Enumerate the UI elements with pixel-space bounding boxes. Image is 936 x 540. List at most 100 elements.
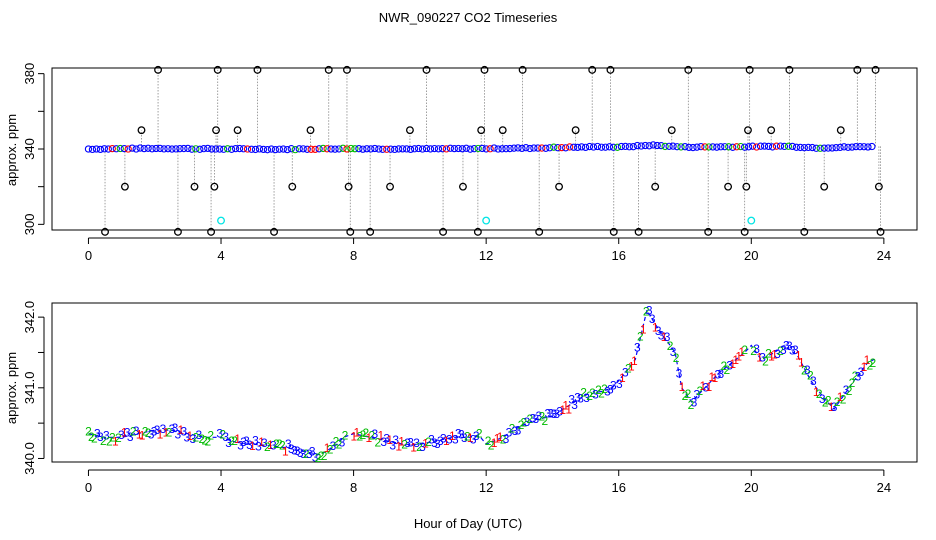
bottom-point-label: 1 [157,427,164,441]
top-measurement-point [629,143,637,151]
bottom-point-label: 1 [187,429,194,443]
top-measurement-point [717,143,725,151]
bottom-point-label: 1 [559,403,566,417]
top-measurement-point [371,144,379,153]
top-measurement-point [450,144,458,153]
bottom-point-label: 2 [219,428,226,442]
top-measurement-point [812,144,820,152]
top-reference-point [213,65,222,74]
bottom-point-label: 2 [273,437,280,451]
bottom-point-label: 3 [309,445,316,459]
top-measurement-point [398,145,407,153]
bottom-point-label: 2 [327,443,334,457]
bottom-point-label: 2 [100,434,107,448]
bottom-point-label: 1 [562,399,569,413]
top-measurement-point [669,142,677,150]
top-reference-point [853,65,862,74]
bottom-point-label: 3 [431,436,438,450]
bottom-point-label: 3 [664,330,671,344]
top-measurement-point [685,143,693,152]
bottom-point-label: 3 [670,345,677,359]
top-measurement-point [418,145,427,153]
top-measurement-point [224,145,232,153]
bottom-point-label: 1 [652,321,659,335]
bottom-point-label: 3 [831,400,838,414]
top-measurement-point [478,144,486,153]
top-measurement-point [454,144,462,153]
bottom-point-label: 3 [452,433,459,447]
bottom-point-label: 2 [401,438,408,452]
x-axis-label: Hour of Day (UTC) [414,516,522,531]
bottom-point-label: 1 [861,360,868,374]
bottom-point-label: 3 [556,405,563,419]
bottom-point-label: 3 [330,439,337,453]
top-reference-point [253,65,262,74]
top-measurement-point [768,143,777,151]
bottom-point-label: 3 [261,436,268,450]
top-reference-point [651,182,660,191]
bottom-point-label: 1 [565,403,572,417]
top-measurement-point [379,145,387,153]
top-reference-point [874,182,883,191]
bottom-point-label: 3 [270,439,277,453]
top-measurement-point [589,143,598,151]
bottom-point-label: 3 [94,427,101,441]
top-reference-point [745,65,754,74]
bottom-point-label: 2 [541,414,548,428]
bottom-point-label: 3 [446,432,453,446]
bottom-point-label: 3 [604,385,611,399]
bottom-point-label: 2 [697,384,704,398]
bottom-point-label: 2 [109,431,116,445]
bottom-y-tick-label: 340.0 [22,442,37,475]
bottom-x-tick-label: 24 [877,480,891,495]
bottom-point-label: 2 [231,434,238,448]
top-measurement-point [709,143,717,151]
bottom-y-axis-label: approx. ppm [4,352,19,424]
bottom-y-tick-label: 342.0 [22,301,37,334]
bottom-point-label: 3 [622,366,629,380]
bottom-point-label: 2 [315,451,322,465]
bottom-point-label: 3 [118,428,125,442]
bottom-point-label: 2 [264,440,271,454]
top-y-tick-label: 340 [22,138,37,160]
bottom-point-label: 3 [404,436,411,450]
bottom-point-label: 2 [145,426,152,440]
top-reference-point [120,182,129,191]
top-measurement-point [856,143,864,151]
bottom-point-label: 3 [524,415,531,429]
bottom-point-label: 2 [476,426,483,440]
bottom-point-label: 1 [234,432,241,446]
top-reference-point [609,227,618,236]
top-reference-point [704,227,713,236]
bottom-point-label: 3 [577,391,584,405]
bottom-x-tick-label: 20 [744,480,758,495]
bottom-point-label: 3 [428,433,435,447]
top-measurement-point [554,144,562,152]
top-reference-point [210,182,219,191]
top-measurement-point [367,145,375,153]
top-measurement-point [323,145,331,153]
bottom-point-label: 3 [676,367,683,381]
top-reference-point [212,126,221,135]
top-measurement-point [625,143,633,151]
top-measurement-point [649,141,657,149]
top-measurement-point [530,144,538,152]
bottom-point-label: 1 [121,426,128,440]
top-measurement-point [216,145,224,153]
bottom-point-label: 2 [527,412,534,426]
bottom-point-label: 3 [455,426,462,440]
bottom-point-label: 3 [536,409,543,423]
top-reference-point [588,65,597,74]
top-measurement-point [96,145,105,154]
top-reference-point [684,65,693,74]
top-measurement-point [816,144,824,152]
top-measurement-point [148,145,156,153]
top-measurement-point [247,145,256,153]
top-reference-point [667,126,676,135]
bottom-point-label: 2 [762,354,769,368]
top-measurement-point [605,143,614,151]
top-measurement-point [673,143,681,151]
top-measurement-point [184,144,192,153]
bottom-point-label: 3 [473,429,480,443]
top-measurement-point [339,144,347,152]
